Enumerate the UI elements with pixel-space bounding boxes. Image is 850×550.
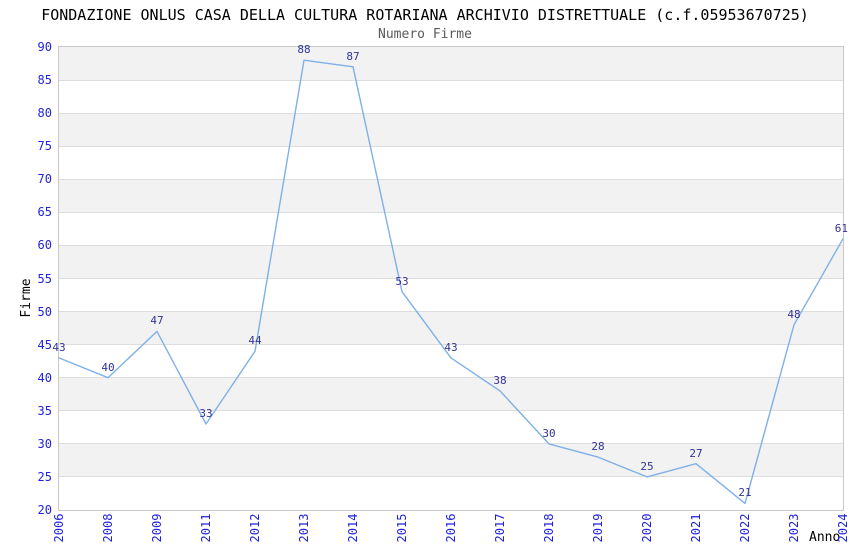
plot-band: [59, 80, 843, 114]
y-tick-label: 65: [37, 205, 52, 220]
data-point-label: 88: [297, 43, 311, 57]
x-tick-label: 2016: [444, 513, 458, 543]
plot-band: [59, 179, 843, 213]
plot-band: [59, 344, 843, 378]
gridline: [59, 311, 843, 313]
plot-band: [59, 245, 843, 279]
data-point-label: 87: [346, 49, 360, 63]
data-point-label: 27: [689, 446, 703, 460]
plot-band: [59, 311, 843, 345]
plot-band: [59, 278, 843, 312]
gridline: [59, 178, 843, 180]
data-point-label: 48: [787, 307, 801, 321]
x-tick-label: 2022: [738, 513, 752, 543]
y-tick-label: 55: [37, 271, 52, 286]
x-tick-label: 2020: [640, 513, 654, 543]
x-tick-label: 2009: [150, 513, 164, 543]
y-tick-label: 85: [37, 73, 52, 88]
gridline: [59, 476, 843, 478]
gridline: [59, 79, 843, 81]
y-tick-label: 20: [37, 503, 52, 517]
x-tick-label: 2006: [52, 513, 66, 543]
y-tick-label: 50: [37, 304, 52, 319]
x-tick-label: 2018: [542, 513, 556, 543]
data-point-label: 33: [199, 407, 213, 420]
chart-subtitle: Numero Firme: [378, 27, 472, 42]
plot-band: [59, 476, 843, 510]
y-tick-label: 80: [37, 106, 52, 121]
x-tick-label: 2008: [101, 513, 115, 543]
plot-band: [59, 443, 843, 477]
data-point-label: 61: [834, 221, 849, 235]
data-point-label: 47: [150, 314, 164, 328]
data-point-label: 21: [738, 486, 752, 500]
x-tick-label: 2024: [836, 513, 850, 543]
plot-area: [58, 47, 844, 510]
x-tick-label: 2017: [493, 513, 507, 543]
plot-band: [59, 113, 843, 147]
data-point-label: 53: [395, 274, 409, 288]
x-tick-label: 2015: [395, 513, 409, 543]
gridline: [59, 244, 843, 246]
line-series: [58, 59, 844, 505]
x-axis-title: Anno: [809, 530, 841, 545]
data-point-label: 43: [444, 340, 458, 354]
y-tick-label: 35: [37, 403, 52, 418]
plot-band: [59, 47, 843, 81]
chart-title: FONDAZIONE ONLUS CASA DELLA CULTURA ROTA…: [41, 6, 809, 24]
plot-band: [59, 146, 843, 180]
gridline: [59, 112, 843, 114]
y-tick-label: 40: [37, 370, 52, 385]
gridline: [59, 410, 843, 412]
x-tick-label: 2021: [689, 513, 703, 543]
data-point-label: 43: [52, 340, 66, 354]
x-tick-label: 2011: [199, 513, 213, 543]
data-point-label: 44: [248, 334, 262, 348]
y-tick-label: 45: [37, 337, 52, 352]
line-series-svg: [58, 59, 844, 505]
plot-band: [59, 410, 843, 444]
gridline: [59, 344, 843, 346]
y-tick-label: 70: [37, 172, 52, 187]
x-tick-label: 2013: [297, 513, 311, 543]
plot-band: [59, 212, 843, 246]
y-tick-label: 75: [37, 139, 52, 154]
data-point-label: 30: [542, 426, 556, 440]
y-tick-label: 60: [37, 238, 52, 253]
gridline: [59, 278, 843, 279]
x-tick-label: 2014: [346, 513, 360, 543]
data-point-label: 28: [591, 440, 605, 454]
gridline: [59, 145, 843, 147]
gridline: [59, 211, 843, 213]
data-point-label: 40: [101, 360, 115, 374]
x-tick-label: 2012: [248, 513, 262, 543]
data-point-label: 38: [493, 373, 507, 387]
y-tick-label: 90: [37, 40, 52, 54]
x-tick-label: 2023: [787, 513, 801, 543]
data-point-label: 25: [640, 459, 654, 473]
gridline: [59, 377, 843, 379]
y-axis-title: Firme: [19, 278, 34, 318]
x-tick-label: 2019: [591, 513, 605, 543]
y-tick-label: 30: [37, 436, 52, 451]
y-tick-label: 25: [37, 469, 52, 484]
plot-border: [58, 46, 844, 511]
gridline: [59, 443, 843, 445]
